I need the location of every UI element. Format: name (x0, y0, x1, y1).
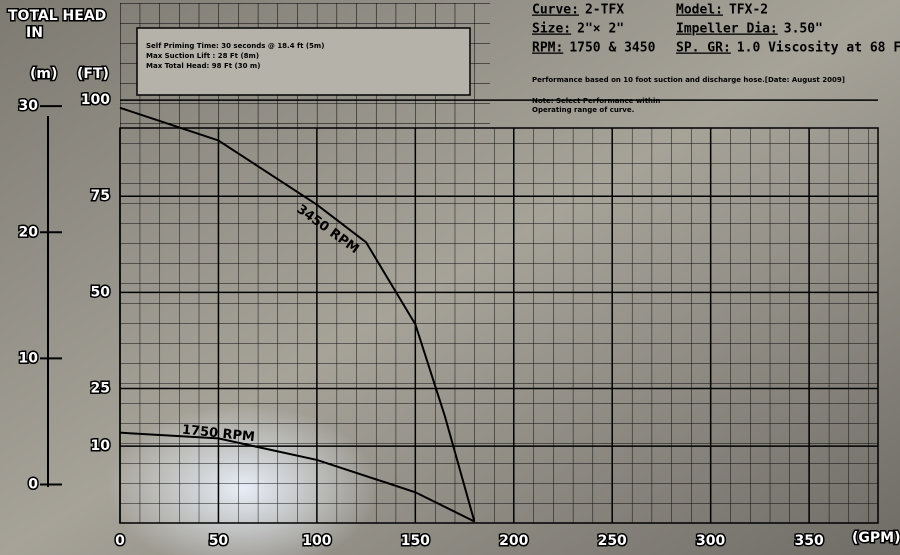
info-line: Max Suction Lift : 28 Ft (8m) (146, 52, 259, 60)
header-label: Curve: (532, 3, 579, 18)
performance-note: Performance based on 10 foot suction and… (532, 76, 845, 84)
x-tick-label: 100 (302, 533, 331, 549)
header-label: Model: (676, 3, 723, 18)
y-tick-label: 75 (91, 188, 110, 204)
y2-unit: (m) (30, 66, 57, 82)
x-tick-label: 50 (209, 533, 229, 549)
y2-tick-label: 20 (19, 224, 39, 240)
grid (120, 128, 878, 523)
x-tick-label: 200 (499, 533, 528, 549)
y-tick-label: 10 (91, 438, 111, 454)
header-value: 2-TFX (585, 3, 624, 18)
y-title: IN (26, 25, 43, 41)
x-tick-label: 300 (696, 533, 725, 549)
y2-tick-label: 10 (19, 350, 39, 366)
x-tick-label: 250 (598, 533, 627, 549)
header-label: SP. GR: (676, 41, 731, 56)
header-value: 2"× 2" (577, 22, 624, 37)
y-tick-label: 100 (81, 92, 110, 108)
x-unit: (GPM) (852, 530, 900, 546)
header-value: 1750 & 3450 (569, 41, 655, 56)
y-unit: (FT) (77, 66, 109, 82)
y-tick-label: 50 (91, 284, 111, 300)
curve (119, 106, 476, 522)
header-value: 1.0 Viscosity at 68 F (737, 41, 900, 56)
select-note: Operating range of curve. (532, 106, 634, 114)
info-line: Self Priming Time: 30 seconds @ 18.4 ft … (146, 42, 324, 50)
header-value: 3.50" (784, 22, 823, 37)
header-label: Size: (532, 22, 571, 37)
header-label: Impeller Dia: (676, 22, 778, 37)
y2-tick-label: 0 (28, 477, 38, 493)
info-box (136, 27, 471, 96)
x-tick-label: 150 (401, 533, 430, 549)
y2-tick-label: 30 (19, 98, 39, 114)
x-tick-label: 350 (794, 533, 823, 549)
curve (119, 431, 475, 523)
x-tick-label: 0 (115, 533, 125, 549)
select-note: Note: Select Performance within (532, 97, 660, 105)
y-title: TOTAL HEAD (8, 8, 106, 24)
header-value: TFX-2 (729, 3, 768, 18)
info-line: Max Total Head: 98 Ft (30 m) (146, 62, 260, 70)
y-tick-label: 25 (91, 380, 110, 396)
header-label: RPM: (532, 41, 563, 56)
